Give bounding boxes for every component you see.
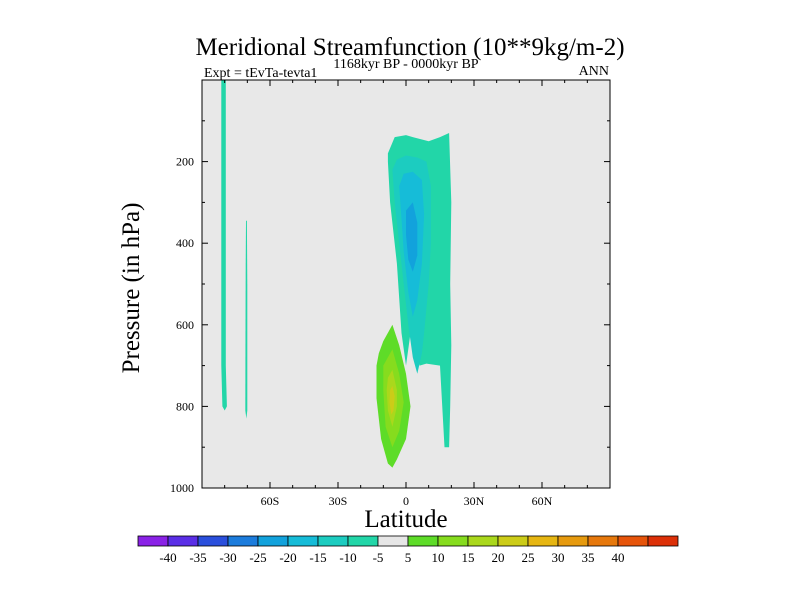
contour-regions [221,80,452,468]
x-tick-label: 30S [329,494,348,508]
colorbar-label: -5 [373,550,384,565]
x-tick-label: 60S [261,494,280,508]
colorbar-swatch [647,535,679,547]
colorbar-swatch [437,535,469,547]
y-tick-label: 200 [176,155,194,169]
colorbar-swatch [287,535,319,547]
colorbar-label: -20 [279,550,296,565]
colorbar-label: 35 [582,550,595,565]
colorbar-label: 15 [462,550,475,565]
colorbar-label: 20 [492,550,505,565]
contour-region-10 [389,386,395,415]
colorbar-swatch [617,535,649,547]
colorbar-swatch [347,535,379,547]
colorbar-label: -35 [189,550,206,565]
colorbar-swatch [167,535,199,547]
y-axis: 200 400 600 800 1000 [170,120,610,495]
colorbar-swatch [557,535,589,547]
colorbar-swatch [467,535,499,547]
colorbar-swatch [317,535,349,547]
colorbar: -40 -35 -30 -25 -20 -15 -10 -5 5 10 15 20 25 30 35 40 [137,535,679,565]
colorbar-label: 40 [612,550,625,565]
colorbar-swatch [197,535,229,547]
expt-label: Expt = tEvTa-tevta1 [204,66,317,81]
period-label: 1168kyr BP - 0000kyr BP [333,57,478,72]
colorbar-swatch [137,535,169,547]
colorbar-label: 30 [552,550,565,565]
colorbar-label: -10 [339,550,356,565]
y-axis-label: Pressure (in hPa) [118,203,145,374]
colorbar-label: -40 [159,550,176,565]
y-tick-label: 1000 [170,481,194,495]
colorbar-label: 10 [432,550,445,565]
colorbar-swatch [587,535,619,547]
x-axis: 60S 30S 0 30N 60N [224,80,588,508]
colorbar-swatch [377,535,409,547]
x-axis-label: Latitude [364,506,447,533]
colorbar-label: 5 [405,550,412,565]
contour-region-6 [406,202,418,272]
y-tick-label: 800 [176,399,194,413]
x-tick-label: 60N [532,494,553,508]
colorbar-swatch [407,535,439,547]
y-tick-label: 600 [176,318,194,332]
colorbar-label: -30 [219,550,236,565]
colorbar-swatch [227,535,259,547]
x-tick-label: 0 [403,494,409,508]
colorbar-label: -25 [249,550,266,565]
x-tick-label: 30N [464,494,485,508]
colorbar-swatch [257,535,289,547]
contour-region-2 [245,220,248,419]
colorbar-label: 25 [522,550,535,565]
y-tick-label: 400 [176,236,194,250]
colorbar-swatch [527,535,559,547]
chart-title: Meridional Streamfunction (10**9kg/m-2) [195,34,624,61]
season-label: ANN [579,64,609,79]
colorbar-swatch [497,535,529,547]
colorbar-label: -15 [309,550,326,565]
contour-region-1 [221,80,227,411]
